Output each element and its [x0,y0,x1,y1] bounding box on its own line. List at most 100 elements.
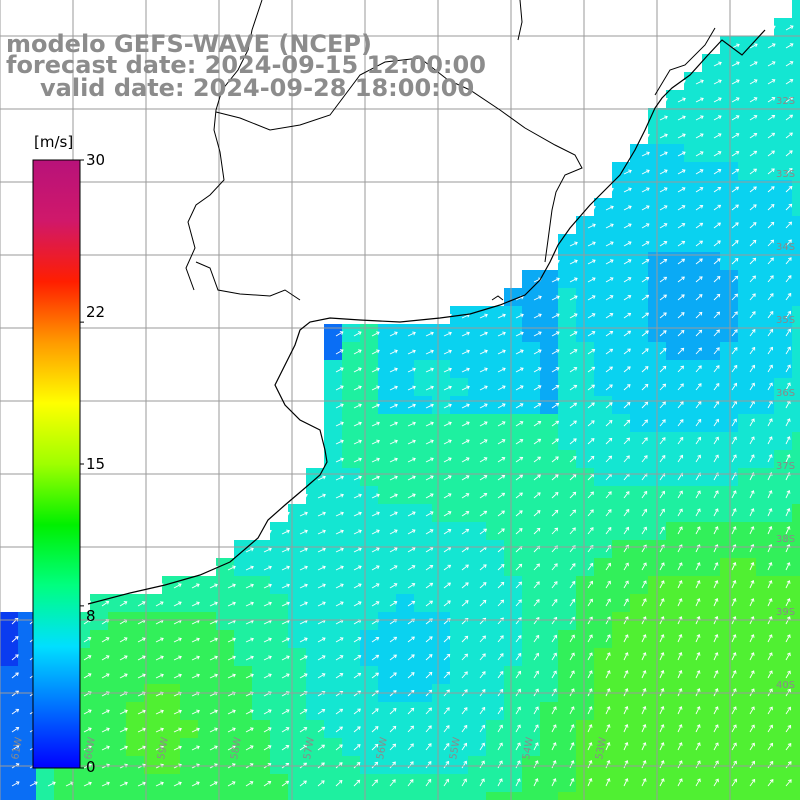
wind-arrow [695,347,702,355]
wind-arrow [767,97,776,103]
wind-arrow [551,563,558,571]
wind-arrow [137,727,146,733]
wind-arrow [425,367,434,373]
wind-arrow [605,384,613,391]
wind-arrow [317,726,326,733]
wind-arrow [749,79,758,85]
wind-arrow [731,240,739,247]
wind-arrow [731,347,738,355]
wind-arrow [443,367,452,373]
wind-arrow [605,420,613,427]
wind-arrow [695,204,704,211]
wind-arrow [659,598,665,607]
wind-arrow [443,349,452,355]
wind-arrow [605,724,611,733]
wind-arrow [587,778,593,787]
wind-arrow [479,564,487,571]
wind-arrow [263,583,272,589]
wind-arrow [533,760,539,769]
wind-arrow [497,474,506,481]
wind-arrow [605,526,612,535]
wind-arrow [785,418,791,427]
wind-arrow [623,419,631,427]
wind-arrow [623,205,632,211]
wind-arrow [515,456,524,463]
wind-arrow [767,168,775,175]
wind-arrow [713,490,719,499]
wind-arrow [677,240,686,247]
wind-arrow [245,547,254,553]
wind-arrow [479,599,487,607]
wind-arrow [371,457,380,463]
wind-arrow [695,187,704,193]
wind-arrow [533,563,540,571]
wind-arrow [605,634,611,643]
wind-arrow [623,706,629,715]
wind-arrow [371,421,380,427]
wind-arrow [335,547,344,553]
wind-arrow [461,349,470,355]
wind-arrow [641,294,650,301]
wind-arrow [461,760,467,769]
wind-arrow [731,688,737,697]
wind-arrow [443,457,452,463]
wind-arrow [173,745,182,751]
wind-arrow [173,727,182,733]
wind-arrow [47,781,56,787]
wind-arrow [299,673,308,679]
wind-arrow [677,187,686,193]
wind-arrow [353,583,362,589]
wind-arrow [551,259,560,265]
wind-arrow [605,259,614,265]
wind-arrow [569,652,575,661]
coastline-main [87,29,766,605]
wind-arrow [587,348,596,355]
wind-arrow [659,258,668,265]
wind-arrow [389,708,397,715]
wind-arrow [713,115,722,121]
wind-arrow [641,526,647,535]
wind-arrow [515,652,522,661]
wind-arrow [479,403,488,409]
wind-arrow [659,348,667,355]
wind-arrow [425,636,433,643]
wind-arrow [605,455,613,463]
wind-arrow [695,240,704,247]
wind-arrow [551,509,559,517]
wind-arrow [461,439,470,445]
wind-arrow [731,670,737,679]
wind-arrow [371,439,380,445]
wind-arrow [713,778,719,787]
wind-arrow [731,151,740,157]
wind-arrow [335,511,344,517]
wind-arrow [533,474,541,481]
wind-arrow [695,294,703,301]
wind-arrow [515,385,524,391]
wind-arrow [443,385,452,391]
wind-arrow [569,473,577,481]
wind-arrow [659,508,665,517]
wind-arrow [299,583,308,589]
wind-arrow [425,529,434,535]
wind-arrow [551,385,560,391]
wind-arrow [425,475,434,481]
wind-arrow [155,601,164,607]
wind-arrow [389,547,398,553]
wind-arrow [281,601,290,607]
wind-arrow [173,709,182,715]
wind-arrow [659,205,668,211]
wind-arrow [227,637,236,643]
wind-arrow [425,564,434,571]
colorbar-tick-30: 30 [86,151,106,169]
wind-arrow [281,583,290,589]
wind-arrow [353,349,362,355]
wind-arrow [425,654,433,661]
colorbar-unit-label: [m/s] [34,133,74,151]
wind-arrow [767,760,774,769]
wind-arrow [569,634,575,643]
wind-arrow [677,598,683,607]
wind-arrow [605,437,613,445]
wind-arrow [335,565,344,571]
wind-arrow [569,295,578,301]
wind-arrow [785,779,792,787]
